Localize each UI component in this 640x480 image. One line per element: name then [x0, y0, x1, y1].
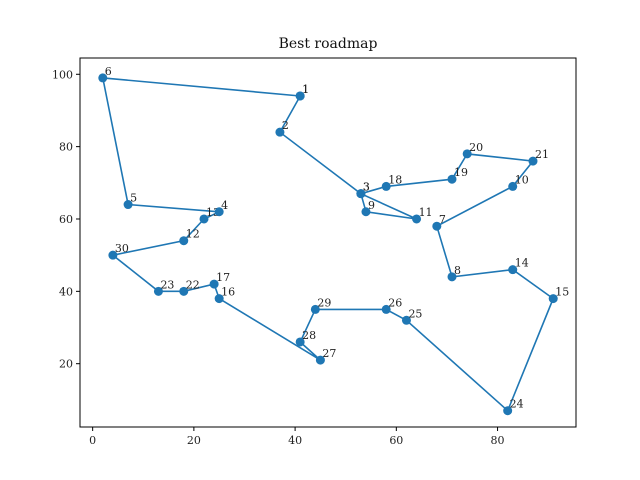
y-tick-label: 80 — [59, 141, 73, 154]
point-label: 7 — [439, 213, 446, 226]
route-point-17 — [209, 279, 219, 289]
y-tick-label: 40 — [59, 285, 73, 298]
route-point-7 — [432, 221, 442, 231]
route-point-20 — [462, 149, 472, 159]
point-label: 11 — [419, 206, 433, 219]
point-label: 21 — [535, 148, 549, 161]
route-point-19 — [447, 174, 457, 184]
route-points: 1239113181920211078141524252629282716172… — [98, 65, 569, 416]
x-tick-label: 40 — [288, 434, 302, 447]
point-label: 4 — [221, 199, 228, 212]
point-label: 10 — [515, 173, 529, 186]
route-point-22 — [179, 286, 189, 296]
route-point-29 — [310, 304, 320, 314]
point-label: 1 — [302, 83, 309, 96]
point-label: 3 — [363, 181, 370, 194]
route-line — [101, 77, 555, 413]
route-point-24 — [503, 406, 513, 416]
point-label: 27 — [322, 347, 336, 360]
point-label: 2 — [282, 119, 289, 132]
route-point-9 — [361, 207, 371, 217]
point-label: 8 — [454, 264, 461, 277]
plot-frame — [79, 57, 577, 428]
x-tick-label: 60 — [389, 434, 403, 447]
point-label: 23 — [160, 278, 174, 291]
route-point-25 — [401, 315, 411, 325]
route-point-21 — [528, 156, 538, 166]
point-label: 24 — [510, 398, 524, 411]
route-point-6 — [98, 73, 108, 83]
route-point-15 — [548, 294, 558, 304]
route-point-28 — [295, 337, 305, 347]
route-point-4 — [214, 207, 224, 217]
point-label: 26 — [388, 296, 402, 309]
route-point-27 — [315, 355, 325, 365]
route-point-11 — [412, 214, 422, 224]
axis-ticks: 0 20 40 60 80 20 40 60 80 100 — [52, 68, 505, 447]
route-point-14 — [508, 265, 518, 275]
x-tick-label: 80 — [491, 434, 505, 447]
route-point-1 — [295, 91, 305, 101]
route-point-30 — [108, 250, 118, 260]
y-tick-label: 20 — [59, 358, 73, 371]
point-label: 28 — [302, 329, 316, 342]
point-label: 18 — [388, 173, 402, 186]
point-label: 5 — [130, 192, 137, 205]
route-point-18 — [381, 181, 391, 191]
route-point-10 — [508, 181, 518, 191]
point-label: 25 — [408, 307, 422, 320]
route-point-23 — [153, 286, 163, 296]
route-line-group — [101, 77, 555, 413]
route-point-3 — [356, 189, 366, 199]
x-tick-label: 0 — [89, 434, 96, 447]
point-label: 20 — [469, 141, 483, 154]
route-point-13 — [199, 214, 209, 224]
point-label: 22 — [186, 278, 200, 291]
point-label: 14 — [515, 257, 529, 270]
chart-title: Best roadmap — [279, 36, 378, 52]
point-label: 1 — [302, 83, 309, 96]
point-label: 19 — [454, 166, 468, 179]
point-label: 17 — [216, 271, 230, 284]
point-label: 29 — [317, 296, 331, 309]
y-tick-label: 100 — [52, 68, 73, 81]
point-label: 16 — [221, 286, 235, 299]
point-label: 6 — [105, 65, 112, 78]
x-tick-label: 20 — [187, 434, 201, 447]
y-tick-label: 60 — [59, 213, 73, 226]
route-point-12 — [179, 236, 189, 246]
route-point-8 — [447, 272, 457, 282]
route-point-26 — [381, 304, 391, 314]
point-label: 12 — [186, 228, 200, 241]
point-label: 3 — [363, 181, 370, 194]
point-label: 9 — [368, 199, 375, 212]
route-point-16 — [214, 294, 224, 304]
point-label: 30 — [115, 242, 129, 255]
point-label: 15 — [555, 286, 569, 299]
route-point-2 — [275, 127, 285, 137]
route-point-5 — [123, 200, 133, 210]
